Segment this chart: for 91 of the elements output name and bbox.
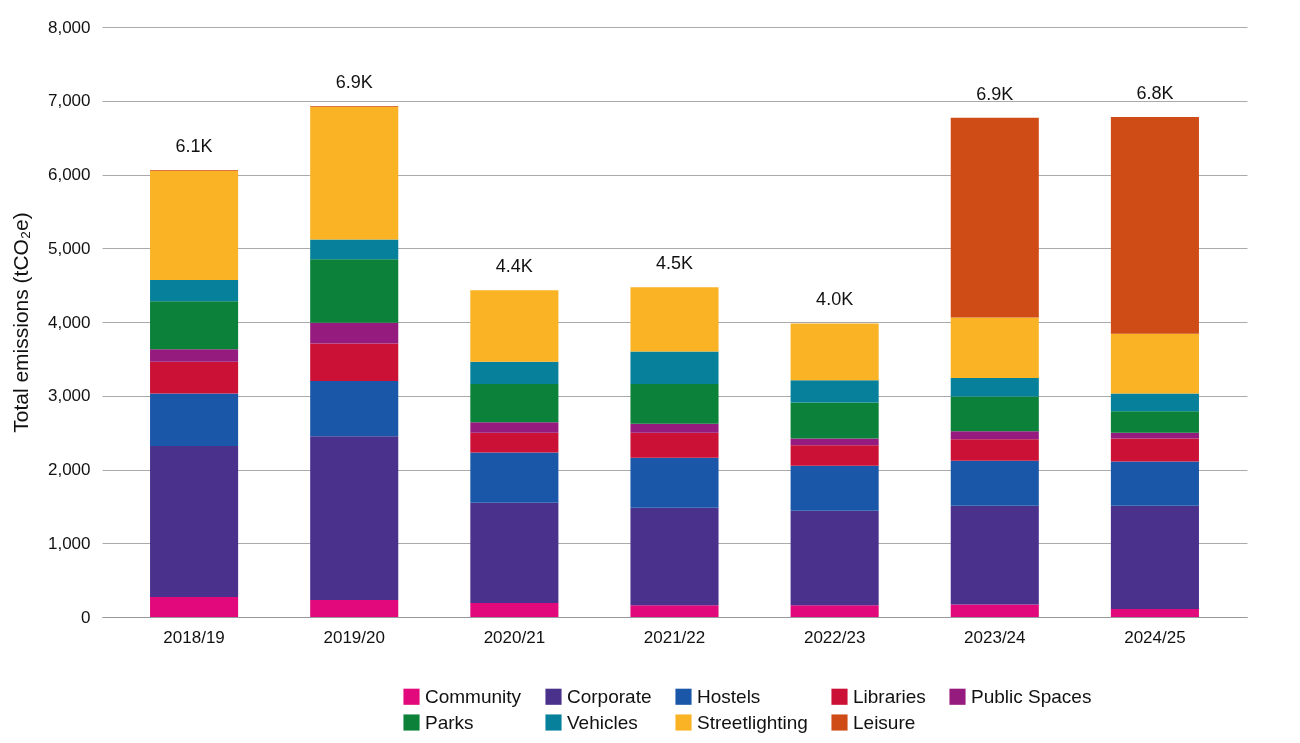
legend-label: Corporate — [567, 685, 652, 707]
total-label: 6.8K — [1136, 82, 1174, 103]
total-label: 4.0K — [816, 289, 854, 310]
bar — [630, 423, 719, 433]
bar — [1110, 608, 1199, 617]
bar — [470, 602, 559, 617]
bar — [630, 507, 719, 606]
legend-label: Parks — [425, 711, 474, 733]
total-label: 6.1K — [175, 136, 213, 157]
bar — [470, 432, 559, 453]
bar — [790, 445, 879, 466]
bar — [950, 378, 1039, 397]
x-tick-label: 2019/20 — [323, 627, 385, 647]
bar — [790, 323, 879, 381]
total-label: 6.9K — [976, 83, 1014, 104]
y-tick-label: 1,000 — [47, 533, 91, 553]
y-tick-label: 4,000 — [47, 312, 91, 332]
legend-label: Libraries — [853, 685, 926, 707]
bar — [790, 438, 879, 446]
bar — [310, 600, 399, 617]
bar — [310, 381, 399, 437]
x-tick-label: 2020/21 — [483, 627, 546, 647]
bar — [630, 432, 719, 458]
bar — [950, 604, 1039, 617]
bar — [630, 351, 719, 384]
bar — [470, 361, 559, 384]
bar — [1110, 411, 1199, 433]
total-label: 4.4K — [495, 256, 533, 277]
y-tick-label: 5,000 — [47, 238, 91, 258]
y-axis-title: Total emissions (tCO₂e) — [8, 212, 32, 433]
bar — [470, 290, 559, 362]
bar — [950, 439, 1039, 461]
legend-label: Vehicles — [567, 711, 638, 733]
bar — [790, 380, 879, 403]
bar — [310, 322, 399, 344]
bar — [1110, 116, 1199, 334]
x-tick-label: 2024/25 — [1124, 627, 1186, 647]
legend-label: Hostels — [697, 685, 761, 707]
bar — [310, 106, 399, 240]
bar — [470, 422, 559, 433]
bar — [1110, 333, 1199, 394]
bar — [1110, 461, 1199, 506]
bar — [310, 436, 399, 601]
bar — [950, 396, 1039, 432]
total-label: 4.5K — [655, 253, 694, 274]
y-tick-label: 6,000 — [47, 165, 91, 184]
legend-label: Community — [425, 685, 522, 707]
bar — [150, 170, 239, 280]
bar — [790, 605, 879, 617]
y-tick-label: 2,000 — [47, 460, 91, 479]
x-tick-label: 2018/19 — [163, 627, 225, 647]
legend-label: Public Spaces — [971, 685, 1092, 707]
y-tick-label: 3,000 — [47, 386, 91, 406]
bar — [150, 393, 239, 446]
bar — [150, 597, 239, 617]
bar — [150, 349, 239, 362]
legend-label: Streetlighting — [697, 711, 808, 733]
bar — [150, 445, 239, 598]
y-tick-label: 8,000 — [47, 17, 91, 37]
x-tick-label: 2022/23 — [803, 627, 866, 647]
bar — [790, 402, 879, 439]
y-tick-label: 7,000 — [47, 91, 91, 111]
bar — [790, 465, 879, 511]
bar — [310, 259, 399, 323]
bar — [950, 117, 1039, 318]
bar — [470, 452, 559, 503]
bar — [1110, 505, 1199, 609]
bar — [630, 605, 719, 617]
bar — [950, 460, 1039, 506]
x-tick-label: 2023/24 — [964, 627, 1026, 647]
bar — [150, 361, 239, 394]
x-tick-label: 2021/22 — [643, 627, 706, 647]
bar — [630, 287, 719, 352]
bar — [470, 502, 559, 603]
total-label: 6.9K — [335, 71, 373, 92]
bar — [790, 510, 879, 606]
bar — [1110, 393, 1199, 412]
bar — [310, 239, 399, 260]
bar — [150, 279, 239, 302]
bar — [150, 301, 239, 350]
bar — [310, 343, 399, 381]
bar — [630, 383, 719, 424]
y-tick-label: 0 — [81, 607, 91, 627]
bar — [950, 317, 1039, 379]
bar — [950, 505, 1039, 605]
bar — [1110, 432, 1199, 439]
legend-label: Leisure — [853, 711, 916, 733]
bar — [950, 431, 1039, 440]
bar — [470, 383, 559, 423]
bar — [1110, 438, 1199, 462]
bar — [630, 457, 719, 508]
